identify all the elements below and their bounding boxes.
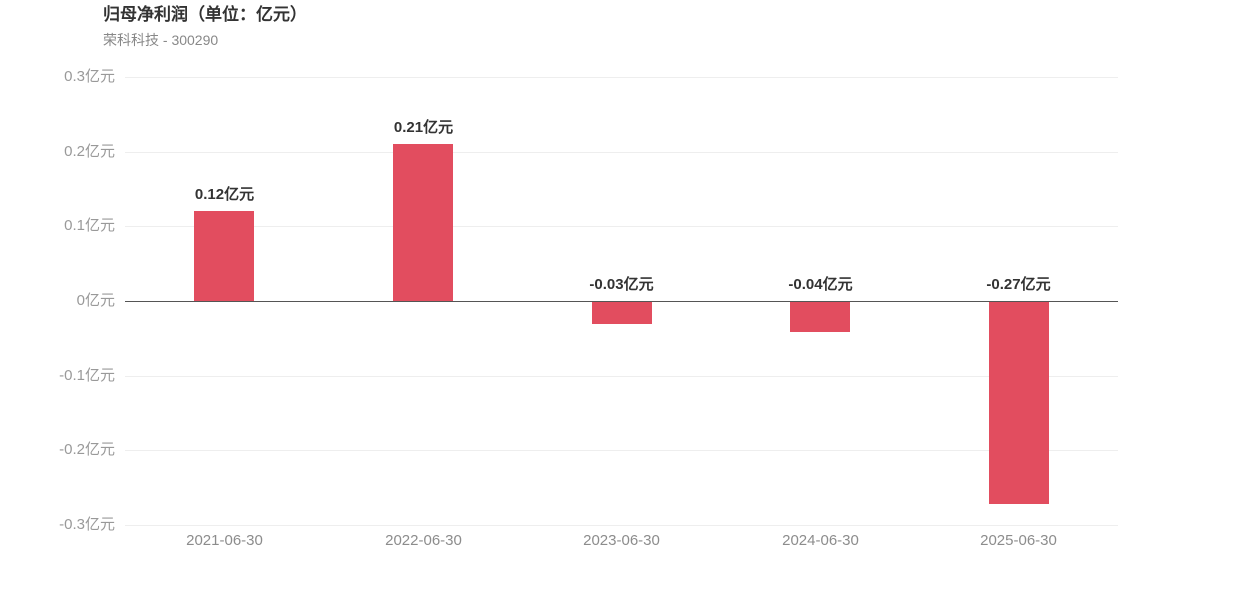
y-axis-tick-label: -0.3亿元 (59, 516, 115, 533)
gridline (125, 450, 1118, 451)
y-axis-tick-label: -0.2亿元 (59, 441, 115, 458)
x-axis-tick-label: 2022-06-30 (385, 532, 462, 549)
bar-value-label: -0.04亿元 (788, 276, 853, 293)
zero-axis-line (125, 301, 1118, 302)
bar[interactable] (989, 302, 1049, 504)
gridline (125, 226, 1118, 227)
gridline (125, 77, 1118, 78)
gridline (125, 152, 1118, 153)
bar-value-label: 0.21亿元 (393, 119, 454, 136)
gridline (125, 525, 1118, 526)
bar[interactable] (194, 211, 254, 301)
y-axis-tick-label: 0.2亿元 (64, 143, 115, 160)
x-axis-tick-label: 2025-06-30 (980, 532, 1057, 549)
gridline (125, 376, 1118, 377)
chart-header: 归母净利润（单位：亿元） 荣科科技 - 300290 (103, 4, 307, 50)
chart-title: 归母净利润（单位：亿元） (103, 5, 307, 24)
x-axis-tick-label: 2023-06-30 (583, 532, 660, 549)
bar[interactable] (592, 302, 652, 324)
y-axis-tick-label: 0亿元 (76, 292, 115, 309)
bar-value-label: 0.12亿元 (194, 186, 255, 203)
x-axis-tick-label: 2021-06-30 (186, 532, 263, 549)
bar[interactable] (393, 144, 453, 301)
bar[interactable] (790, 302, 850, 332)
bar-value-label: -0.03亿元 (589, 276, 654, 293)
y-axis-tick-label: 0.3亿元 (64, 68, 115, 85)
chart-subtitle: 荣科科技 - 300290 (103, 32, 219, 48)
y-axis-tick-label: -0.1亿元 (59, 367, 115, 384)
bar-value-label: -0.27亿元 (986, 276, 1051, 293)
x-axis-tick-label: 2024-06-30 (782, 532, 859, 549)
y-axis-tick-label: 0.1亿元 (64, 217, 115, 234)
